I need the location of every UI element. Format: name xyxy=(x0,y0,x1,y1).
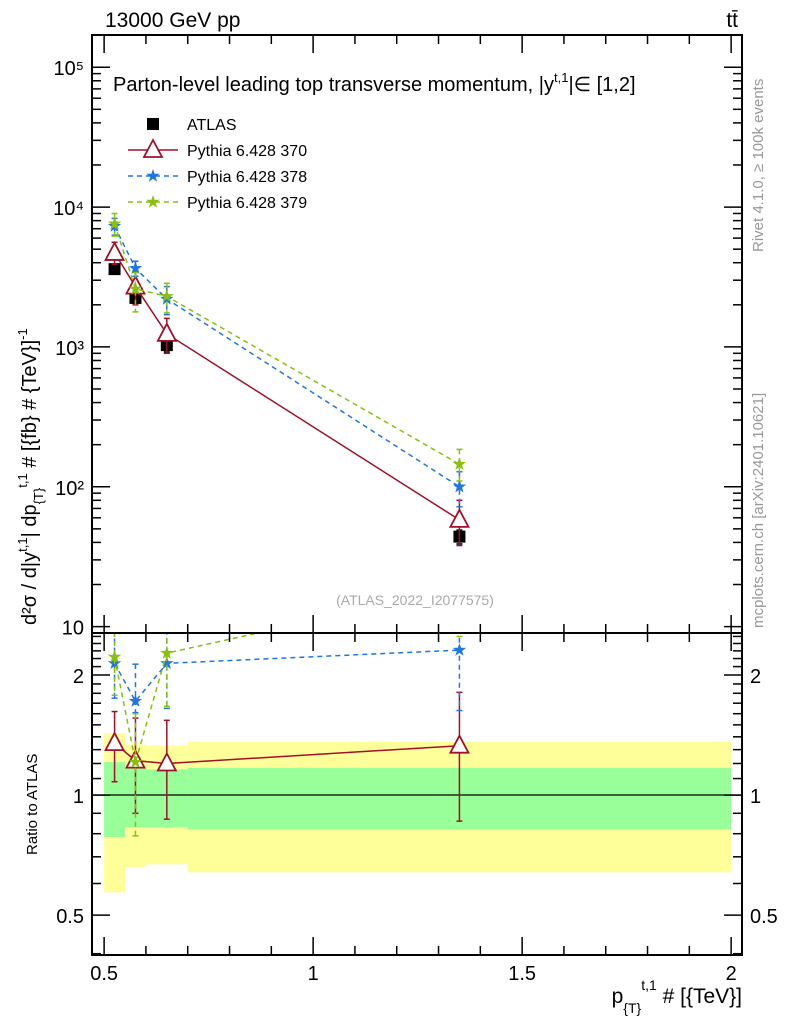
ratio-bands xyxy=(104,733,732,893)
y-tick-label: 10⁴ xyxy=(53,198,84,220)
ratio-y-tick-label-right: 0.5 xyxy=(750,906,778,928)
ratio-y-tick-label-right: 1 xyxy=(750,786,761,808)
pythia-6-428-379-point xyxy=(107,216,122,230)
pythia-6-428-370-point xyxy=(104,731,126,752)
pythia-6-428-379-line xyxy=(113,633,262,763)
pythia-6-428-378-point xyxy=(452,479,467,493)
ratio-y-tick-label: 2 xyxy=(73,666,84,688)
legend-pythia-6-428-379-marker xyxy=(146,195,160,208)
pythia-6-428-370-point xyxy=(156,321,178,342)
pythia-6-428-379-point xyxy=(107,650,122,663)
header-ttbar: tt̄ xyxy=(726,9,738,32)
watermark: (ATLAS_2022_I2077575) xyxy=(336,592,494,608)
pythia-6-428-370-point xyxy=(156,751,178,772)
pythia-6-428-379-point xyxy=(128,755,143,768)
pythia-6-428-370-line xyxy=(113,252,460,521)
pythia-6-428-379-point xyxy=(160,646,174,659)
mcplots-label: mcplots.cern.ch [arXiv:2401.10621] xyxy=(750,393,767,628)
pythia-6-428-379-point xyxy=(128,281,143,295)
y-tick-label: 10⁵ xyxy=(53,58,84,80)
legend-atlas-label: ATLAS xyxy=(187,117,237,134)
atlas-point xyxy=(108,263,121,276)
y-tick-label: 10 xyxy=(62,618,84,640)
x-tick-label: 1.5 xyxy=(508,963,536,985)
ratio-y-tick-label: 0.5 xyxy=(56,906,84,928)
ratio-series xyxy=(104,633,470,837)
pythia-6-428-378-line xyxy=(113,225,460,488)
main-series xyxy=(104,212,470,547)
x-tick-label: 1 xyxy=(308,963,319,985)
y-tick-label: 10² xyxy=(55,478,84,500)
pythia-6-428-379-point xyxy=(452,457,467,470)
pythia-6-428-370-point xyxy=(448,507,470,528)
pythia-6-428-378-point xyxy=(128,694,143,707)
ratio-frame xyxy=(91,632,743,956)
header-process: 13000 GeV pp xyxy=(105,9,240,32)
ratio-y-tick-label: 1 xyxy=(73,786,84,808)
pythia-6-428-370-point xyxy=(104,241,126,261)
legend-atlas-marker xyxy=(147,118,159,130)
pythia-6-428-378-point xyxy=(160,656,174,669)
pythia-6-428-379-line xyxy=(113,223,460,465)
legend-pythia-6-428-370-label: Pythia 6.428 370 xyxy=(187,143,307,160)
pythia-6-428-370-line xyxy=(114,742,460,765)
legend-pythia-6-428-378-marker xyxy=(146,169,160,182)
legend-pythia-6-428-370-marker xyxy=(142,138,164,158)
x-tick-label: 0.5 xyxy=(90,963,118,985)
x-tick-label: 2 xyxy=(726,963,737,985)
legend: ATLAS Pythia 6.428 370 Pythia 6.428 378 Pyt… xyxy=(128,117,307,212)
legend-pythia-6-428-378-label: Pythia 6.428 378 xyxy=(187,169,307,186)
pythia-6-428-378-point xyxy=(452,643,467,656)
pythia-6-428-370-point xyxy=(448,733,470,754)
ratio-y-tick-label-right: 2 xyxy=(750,666,761,688)
pythia-6-428-379-point xyxy=(160,289,174,302)
pythia-6-428-378-point xyxy=(128,261,143,274)
ratio-ylabel: Ratio to ATLAS xyxy=(24,754,41,855)
rivet-label: Rivet 4.1.0, ≥ 100k events xyxy=(750,79,767,252)
axis-ticks: 0.5 1 1.5 2 10 10² 10³ 10⁴ 10⁵ 0.5 0.5 1 1 2 2 xyxy=(53,35,778,985)
main-ylabel: d²σ / d|yt,1| dp{T}t,1 # [{fb} # {TeV}]-… xyxy=(15,328,46,625)
plot-title: Parton-level leading top transverse mome… xyxy=(113,70,636,96)
x-axis-label: p{T}t,1 # [{TeV}] xyxy=(612,977,742,1016)
legend-pythia-6-428-379-label: Pythia 6.428 379 xyxy=(187,195,307,212)
y-tick-label: 10³ xyxy=(55,338,84,360)
pythia-6-428-378-line xyxy=(113,649,460,703)
stat-band xyxy=(104,762,126,837)
